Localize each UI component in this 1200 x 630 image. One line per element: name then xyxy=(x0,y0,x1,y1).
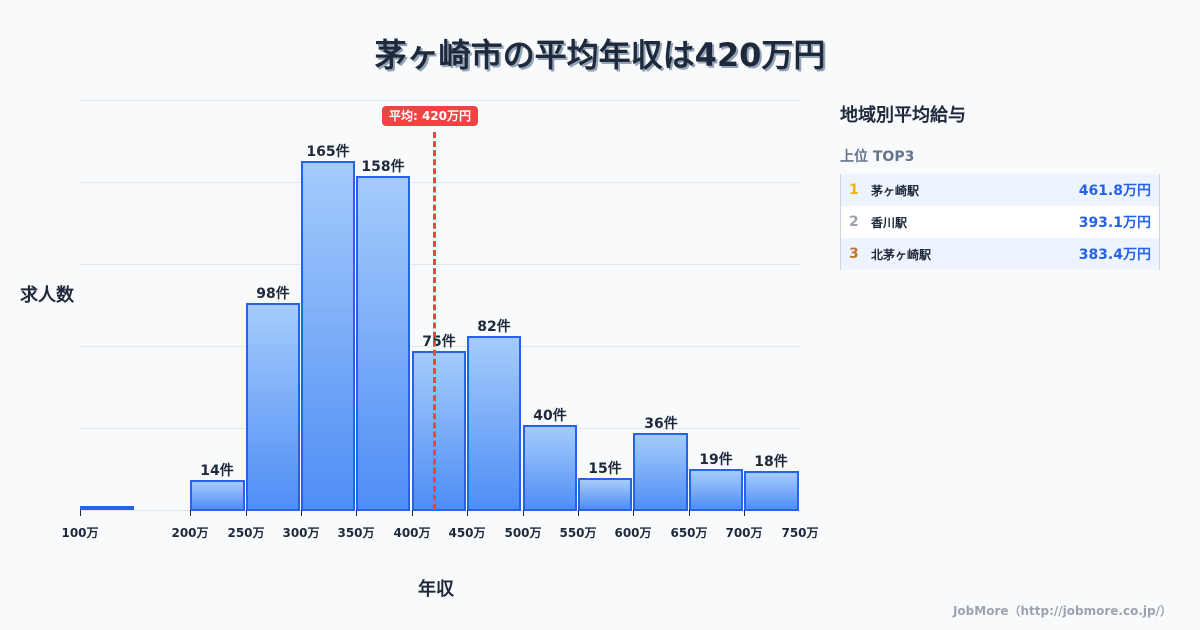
bar-label: 82件 xyxy=(477,319,511,335)
bar-label: 36件 xyxy=(644,416,678,432)
rank-number: 3 xyxy=(849,246,859,262)
station-name: 香川駅 xyxy=(871,215,908,230)
x-tick-label: 100万 xyxy=(61,526,99,540)
x-tick-label: 300万 xyxy=(282,526,320,540)
ranking-row: 3 北茅ヶ崎駅 383.4万円 xyxy=(841,238,1159,270)
bar-600 xyxy=(633,433,688,511)
x-tick-label: 400万 xyxy=(393,526,431,540)
bar-650 xyxy=(689,469,743,511)
bar-label: 98件 xyxy=(256,286,290,302)
x-tick xyxy=(301,510,302,516)
station-name: 北茅ヶ崎駅 xyxy=(871,247,932,262)
bar-label: 18件 xyxy=(754,454,788,470)
bar-500 xyxy=(523,425,577,511)
histogram-chart: 求人数 年収 14件 98件 165件 158件 75件 82件 40件 15件… xyxy=(20,100,819,600)
bar-550 xyxy=(578,478,632,511)
bar-label: 165件 xyxy=(306,144,350,160)
x-tick-label: 550万 xyxy=(559,526,597,540)
bar-200 xyxy=(190,480,245,511)
x-tick xyxy=(356,510,357,516)
x-tick xyxy=(467,510,468,516)
average-line xyxy=(433,132,436,510)
gridline xyxy=(80,346,800,347)
panel-subtitle: 上位 TOP3 xyxy=(840,149,915,165)
bar-400 xyxy=(412,351,466,511)
bar-700 xyxy=(744,471,799,511)
x-tick-label: 750万 xyxy=(781,526,819,540)
ranking-row: 2 香川駅 393.1万円 xyxy=(841,206,1159,238)
salary-value: 393.1万円 xyxy=(1078,215,1151,231)
x-tick-label: 700万 xyxy=(725,526,763,540)
x-tick xyxy=(744,510,745,516)
x-tick-label: 200万 xyxy=(171,526,209,540)
bar-label: 158件 xyxy=(361,159,405,175)
rank-number: 2 xyxy=(849,214,859,230)
station-name: 茅ヶ崎駅 xyxy=(871,183,920,198)
x-tick xyxy=(689,510,690,516)
average-badge: 平均: 420万円 xyxy=(382,106,479,126)
bar-100 xyxy=(80,506,134,510)
bar-label: 19件 xyxy=(699,452,733,468)
x-tick xyxy=(80,510,81,516)
regional-salary-panel: 地域別平均給与 上位 TOP3 1 茅ヶ崎駅 461.8万円 2 香川駅 393… xyxy=(840,100,1160,270)
x-tick-label: 350万 xyxy=(337,526,375,540)
x-tick xyxy=(412,510,413,516)
x-tick xyxy=(523,510,524,516)
panel-title: 地域別平均給与 xyxy=(840,105,966,126)
gridline xyxy=(80,264,800,265)
x-tick xyxy=(578,510,579,516)
x-tick-label: 650万 xyxy=(670,526,708,540)
bar-250 xyxy=(246,303,300,511)
bar-label: 14件 xyxy=(200,463,234,479)
x-tick-label: 500万 xyxy=(504,526,542,540)
bar-label: 40件 xyxy=(533,408,567,424)
bar-450 xyxy=(467,336,521,511)
ranking-row: 1 茅ヶ崎駅 461.8万円 xyxy=(841,174,1159,206)
bar-300 xyxy=(301,161,355,511)
source-credit: JobMore（http://jobmore.co.jp/） xyxy=(952,604,1172,618)
bar-label: 15件 xyxy=(588,461,622,477)
x-axis-label: 年収 xyxy=(418,579,454,600)
bar-label: 75件 xyxy=(422,334,456,350)
rank-number: 1 xyxy=(849,182,859,198)
y-axis-label: 求人数 xyxy=(20,285,74,306)
x-tick-label: 450万 xyxy=(448,526,486,540)
x-tick-label: 250万 xyxy=(227,526,265,540)
x-tick xyxy=(246,510,247,516)
gridline xyxy=(80,182,800,183)
salary-value: 461.8万円 xyxy=(1078,183,1151,199)
x-tick-label: 600万 xyxy=(614,526,652,540)
ranking-table: 1 茅ヶ崎駅 461.8万円 2 香川駅 393.1万円 3 北茅ヶ崎駅 383… xyxy=(840,174,1160,270)
chart-title: 茅ヶ崎市の平均年収は420万円 xyxy=(374,36,826,74)
bar-350 xyxy=(356,176,410,511)
x-tick xyxy=(633,510,634,516)
gridline xyxy=(80,100,800,101)
x-tick xyxy=(190,510,191,516)
salary-value: 383.4万円 xyxy=(1078,247,1151,263)
